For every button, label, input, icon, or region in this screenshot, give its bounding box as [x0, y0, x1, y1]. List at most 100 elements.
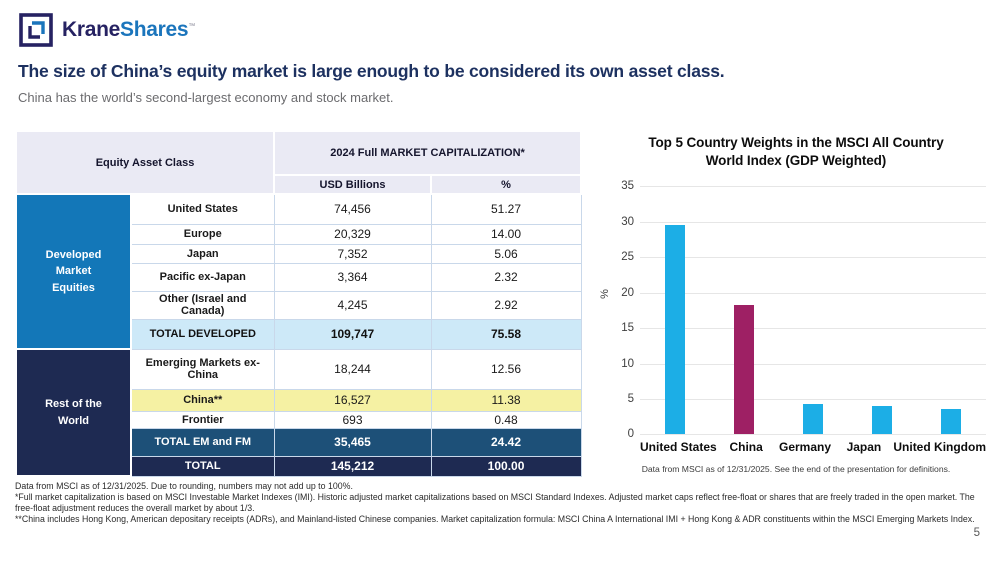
table-row: Developed Market Equities United States 74… [15, 193, 582, 350]
usd-value-cell: 7,352 [273, 243, 432, 264]
category-cell: TOTAL DEVELOPED [130, 318, 275, 350]
gridline [640, 292, 986, 294]
usd-value-cell: 145,212 [273, 455, 432, 477]
usd-value-cell: 35,465 [273, 427, 432, 457]
y-axis-tick-label: 20 [621, 286, 634, 299]
category-cell: TOTAL EM and FM [130, 427, 275, 457]
table-row: Japan 7,352 5.06 [16, 243, 582, 264]
table-body: Developed Market Equities United States 74… [15, 193, 582, 477]
footnote-line: Data from MSCI as of 12/31/2025. Due to … [15, 481, 353, 491]
bar-slot-china [709, 186, 778, 435]
category-cell: United States [130, 193, 275, 225]
gridline [640, 257, 986, 259]
pct-value-cell: 51.27 [430, 193, 582, 225]
x-axis-label-china: China [729, 440, 763, 455]
gridline [640, 363, 986, 365]
header-percent: % [430, 174, 583, 195]
bar-germany [803, 403, 823, 435]
pct-value-cell: 5.06 [430, 243, 582, 264]
y-axis-tick-label: 25 [621, 251, 634, 264]
usd-value-cell: 3,364 [273, 262, 432, 292]
pct-value-cell: 24.42 [430, 427, 582, 457]
table-header: Equity Asset Class 2024 Full MARKET CAPI… [14, 130, 583, 195]
chart-title: Top 5 Country Weights in the MSCI All Co… [648, 135, 944, 169]
kraneshares-logo: KraneShares™ [18, 12, 195, 48]
bar-united-states [664, 225, 685, 435]
group-label: Developed Market Equities [15, 193, 132, 350]
trademark-symbol: ™ [188, 23, 195, 30]
page-title: The size of China’s equity market is lar… [18, 61, 725, 81]
table-row: Europe 20,329 14.00 [16, 223, 582, 245]
footnote-line: **China includes Hong Kong, American dep… [15, 514, 975, 525]
table-row: TOTAL 145,212 100.00 [16, 455, 582, 477]
table-row: Rest of the World Emerging Markets ex-Chi… [15, 348, 582, 477]
pct-value-cell: 14.00 [430, 223, 582, 245]
footnote-line: *Full market capitalization is based on … [15, 492, 975, 514]
bar-china [733, 304, 754, 435]
y-axis-tick-label: 30 [621, 215, 634, 228]
x-axis-labels: United States China Germany Japan United Kin… [640, 440, 986, 454]
y-axis-tick-label: 0 [627, 428, 634, 441]
usd-value-cell: 16,527 [273, 388, 432, 412]
chart-plot-area: % 0 5 10 15 20 25 30 35 [599, 180, 986, 440]
y-axis-tick-label: 5 [627, 393, 634, 405]
bar-united-kingdom [941, 408, 962, 435]
group-label: Rest of the World [15, 348, 132, 477]
pct-value-cell: 12.56 [430, 348, 582, 390]
usd-value-cell: 20,329 [273, 223, 432, 245]
gridline [640, 186, 986, 188]
country-weights-chart: Top 5 Country Weights in the MSCI All Co… [599, 134, 992, 475]
kraneshares-logo-icon [19, 13, 53, 47]
category-cell: Frontier [130, 410, 275, 429]
category-cell: TOTAL [130, 455, 275, 477]
brand-secondary: Shares [120, 18, 189, 41]
pct-value-cell: 11.38 [430, 388, 582, 412]
gridline [640, 434, 986, 436]
bar-japan [872, 406, 893, 435]
bar-slot-germany [778, 186, 847, 435]
pct-value-cell: 75.58 [430, 318, 582, 350]
bars-row [640, 186, 986, 435]
category-cell: China** [130, 388, 275, 412]
usd-value-cell: 74,456 [273, 193, 432, 225]
bar-slot-united-states [640, 186, 709, 435]
x-axis-label-united-kingdom: United Kingdom [893, 440, 987, 455]
brand-primary: Krane [62, 18, 121, 41]
usd-value-cell: 18,244 [273, 348, 432, 390]
bar-slot-japan [848, 186, 917, 435]
header-equity-asset-class: Equity Asset Class [14, 130, 276, 195]
pct-value-cell: 2.32 [430, 262, 582, 292]
table-row: TOTAL DEVELOPED 109,747 75.58 [16, 318, 582, 350]
usd-value-cell: 4,245 [273, 290, 432, 320]
table-row: Other (Israel and Canada) 4,245 2.92 [16, 290, 582, 320]
header-usd-billions: USD Billions [273, 174, 433, 195]
table-row: TOTAL EM and FM 35,465 24.42 [16, 427, 582, 457]
kraneshares-wordmark: KraneShares™ [62, 18, 195, 42]
category-cell: Other (Israel and Canada) [130, 290, 275, 320]
usd-value-cell: 109,747 [273, 318, 432, 350]
page-subtitle: China has the world’s second-largest eco… [18, 90, 394, 105]
pct-value-cell: 2.92 [430, 290, 582, 320]
gridline [640, 221, 986, 223]
category-cell: Japan [130, 243, 275, 264]
header-market-capitalization: 2024 Full MARKET CAPITALIZATION* [273, 130, 583, 176]
category-cell: Pacific ex-Japan [130, 262, 275, 292]
x-axis-label-japan: Japan [846, 440, 882, 455]
bar-slot-united-kingdom [917, 186, 986, 435]
footnotes-block: Data from MSCI as of 12/31/2025. Due to … [15, 481, 987, 525]
market-cap-table: Equity Asset Class 2024 Full MARKET CAPI… [14, 130, 583, 477]
category-cell: Emerging Markets ex-China [130, 348, 275, 390]
table-row: Pacific ex-Japan 3,364 2.32 [16, 262, 582, 292]
y-axis-tick-label: 15 [621, 322, 634, 335]
category-cell: Europe [130, 223, 275, 245]
chart-footnote: Data from MSCI as of 12/31/2025. See the… [641, 464, 951, 475]
pct-value-cell: 100.00 [430, 455, 582, 477]
usd-value-cell: 693 [273, 410, 432, 429]
gridline [640, 399, 986, 400]
y-axis-tick-label: 10 [621, 357, 634, 370]
gridline [640, 328, 986, 330]
y-axis-tick-label: 35 [621, 180, 634, 193]
pct-value-cell: 0.48 [430, 410, 582, 429]
x-axis-label-united-states: United States [640, 440, 717, 455]
